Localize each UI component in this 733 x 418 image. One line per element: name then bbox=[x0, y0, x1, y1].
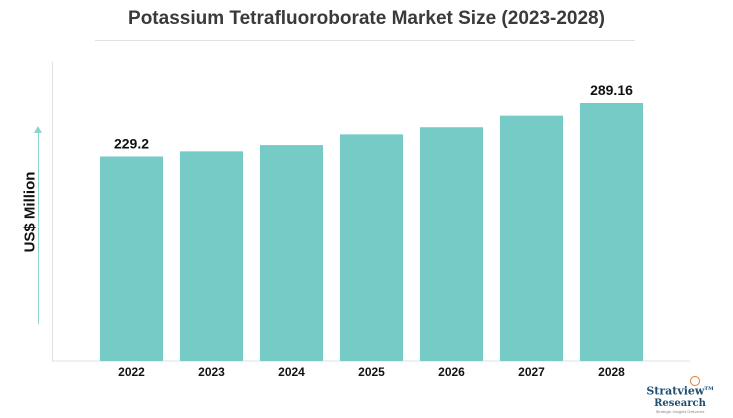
x-tick-label-2024: 2024 bbox=[278, 365, 305, 379]
x-tick-label-2026: 2026 bbox=[438, 365, 465, 379]
data-label-2028: 289.16 bbox=[590, 82, 633, 98]
logo-target-icon bbox=[690, 376, 700, 386]
chart-title: Potassium Tetrafluoroborate Market Size … bbox=[128, 8, 605, 29]
data-label-2022: 229.2 bbox=[114, 135, 149, 151]
logo-tagline: Strategic Insights Delivered bbox=[655, 408, 705, 414]
bar-2028 bbox=[580, 103, 643, 361]
x-tick-label-2028: 2028 bbox=[598, 365, 625, 379]
bar-2025 bbox=[340, 134, 403, 361]
logo-subwordmark: Research bbox=[654, 397, 706, 409]
bar-2023 bbox=[180, 151, 243, 361]
title-divider bbox=[95, 40, 635, 41]
x-tick-label-2027: 2027 bbox=[518, 365, 545, 379]
x-tick-label-2022: 2022 bbox=[118, 365, 145, 379]
x-tick-label-2025: 2025 bbox=[358, 365, 385, 379]
bar-2026 bbox=[420, 127, 483, 361]
stratview-logo: StratviewTM Research Strategic Insights … bbox=[640, 383, 720, 414]
bar-2022 bbox=[100, 156, 163, 361]
logo-wordmark: StratviewTM bbox=[646, 384, 714, 398]
y-axis-arrow-line bbox=[38, 131, 39, 324]
y-axis-arrow-icon bbox=[34, 126, 42, 133]
left-divider bbox=[52, 62, 53, 362]
bar-2027 bbox=[500, 115, 563, 361]
x-tick-label-2023: 2023 bbox=[198, 365, 225, 379]
bar-2024 bbox=[260, 145, 323, 361]
